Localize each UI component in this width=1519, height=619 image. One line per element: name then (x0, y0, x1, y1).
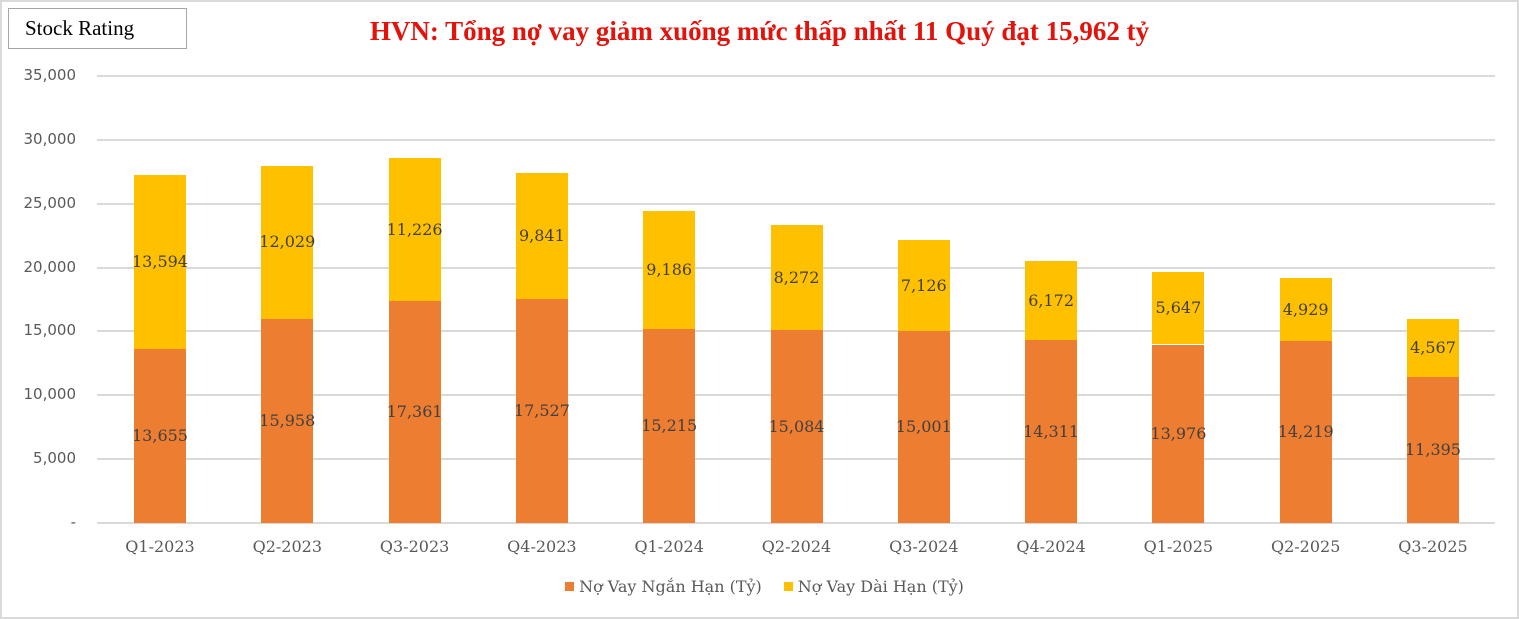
bar-segment-short-term (261, 319, 314, 523)
bar-stack: 15,215 9,186 (641, 0, 697, 619)
data-label-short-term: 17,527 (513, 401, 570, 421)
data-label-long-term: 4,929 (1282, 299, 1329, 319)
bar-segment-short-term (643, 328, 696, 523)
y-tick-label: 35,000 (23, 66, 77, 84)
bar-segment-long-term (134, 174, 186, 349)
bar-segment-short-term (1279, 341, 1332, 523)
x-tick-label: Q2-2023 (252, 537, 322, 556)
bar-segment-long-term (1407, 319, 1459, 378)
bar-segment-long-term (1152, 272, 1205, 345)
data-label-short-term: 14,311 (1023, 421, 1080, 441)
x-tick-label: Q3-2024 (889, 537, 959, 556)
x-tick-label: Q2-2025 (1270, 537, 1341, 556)
data-label-long-term: 4,567 (1410, 338, 1456, 358)
bar-stack: 11,395 4,567 (1405, 0, 1461, 619)
y-tick-label: 30,000 (23, 129, 77, 148)
y-tick-label: 25,000 (23, 193, 77, 212)
data-label-long-term: 6,172 (1028, 290, 1074, 310)
bar-segment-long-term (261, 165, 314, 320)
bar-segment-short-term (897, 331, 950, 523)
bar-stack: 17,361 11,226 (387, 0, 443, 619)
legend: Nợ Vay Ngắn Hạn (Tỷ) Nợ Vay Dài Hạn (Tỷ) (0, 577, 1519, 596)
data-label-long-term: 13,594 (132, 251, 188, 271)
bar-segment-long-term (388, 157, 441, 302)
data-label-short-term: 14,219 (1277, 422, 1334, 442)
bar-stack: 13,655 13,594 (132, 0, 188, 619)
y-tick-label: 20,000 (23, 257, 77, 276)
bar-segment-short-term (770, 330, 823, 523)
bar-segment-long-term (1279, 278, 1332, 342)
y-tick-label: 10,000 (23, 385, 77, 404)
gridline (97, 202, 1495, 205)
x-tick-label: Q1-2024 (634, 537, 704, 556)
data-label-long-term: 9,841 (518, 226, 565, 246)
bar-segment-short-term (134, 348, 186, 523)
data-label-long-term: 12,029 (259, 232, 316, 252)
data-label-long-term: 11,226 (386, 219, 443, 239)
bar-stack: 15,001 7,126 (896, 0, 952, 619)
bar-stack: 17,527 9,841 (514, 0, 570, 619)
x-tick-label: Q1-2025 (1143, 537, 1214, 556)
bar-segment-short-term (388, 301, 441, 523)
stock-rating-badge: Stock Rating (8, 8, 187, 49)
chart-title: HVN: Tổng nợ vay giảm xuống mức thấp nhấ… (0, 16, 1519, 47)
legend-swatch-long-term (783, 582, 793, 591)
bar-segment-long-term (897, 240, 950, 332)
x-tick-label: Q3-2025 (1398, 537, 1468, 556)
bar-stack: 15,958 12,029 (259, 0, 315, 619)
bar-stack: 14,219 4,929 (1278, 0, 1334, 619)
data-label-long-term: 8,272 (773, 267, 820, 287)
legend-label-long-term: Nợ Vay Dài Hạn (Tỷ) (797, 577, 964, 596)
data-label-short-term: 15,215 (641, 415, 698, 435)
bar-stack: 14,311 6,172 (1023, 0, 1079, 619)
x-tick-label: Q1-2023 (125, 537, 195, 556)
data-label-short-term: 15,084 (768, 416, 825, 436)
data-label-long-term: 7,126 (900, 275, 947, 295)
y-tick-label: 5,000 (33, 449, 76, 468)
data-label-short-term: 11,395 (1405, 440, 1461, 460)
x-tick-label: Q4-2023 (507, 537, 577, 556)
legend-label-short-term: Nợ Vay Ngắn Hạn (Tỷ) (579, 577, 762, 596)
legend-swatch-short-term (565, 582, 575, 591)
x-tick-label: Q2-2024 (761, 537, 832, 556)
gridline (97, 522, 1495, 524)
x-tick-label: Q4-2024 (1016, 537, 1086, 556)
bar-stack: 15,084 8,272 (769, 0, 824, 619)
gridline (97, 138, 1495, 141)
data-label-long-term: 5,647 (1155, 298, 1202, 318)
bar-segment-short-term (1025, 340, 1078, 523)
data-label-short-term: 13,655 (132, 425, 188, 445)
data-label-long-term: 9,186 (646, 260, 693, 280)
gridline (97, 75, 1495, 77)
bar-segment-short-term (1407, 377, 1459, 523)
bar-segment-short-term (515, 299, 568, 523)
bar-segment-short-term (1152, 344, 1205, 523)
x-tick-label: Q3-2023 (379, 537, 450, 556)
data-label-short-term: 15,001 (895, 417, 952, 437)
bar-segment-long-term (643, 211, 696, 329)
chart-title-text: HVN: Tổng nợ vay giảm xuống mức thấp nhấ… (369, 16, 1150, 46)
bar-segment-long-term (770, 224, 823, 331)
data-label-short-term: 13,976 (1150, 423, 1207, 443)
data-label-short-term: 17,361 (386, 402, 443, 422)
y-tick-label: - (70, 513, 76, 531)
bar-segment-long-term (1025, 261, 1078, 341)
bar-stack: 13,976 5,647 (1150, 0, 1206, 619)
bar-segment-long-term (515, 173, 568, 300)
legend-item-long-term: Nợ Vay Dài Hạn (Tỷ) (783, 577, 964, 596)
y-tick-label: 15,000 (23, 321, 77, 340)
data-label-short-term: 15,958 (259, 411, 316, 431)
legend-item-short-term: Nợ Vay Ngắn Hạn (Tỷ) (565, 577, 762, 596)
